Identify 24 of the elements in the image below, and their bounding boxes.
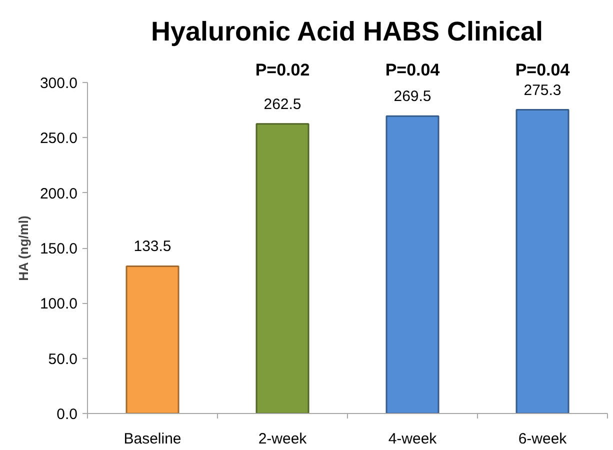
y-tick-label: 50.0	[48, 350, 78, 368]
data-label: 133.5	[134, 238, 172, 256]
y-tick-label: 150.0	[40, 240, 78, 258]
y-axis-title: HA (ng/ml)	[16, 216, 31, 281]
y-tick-label: 200.0	[40, 185, 78, 202]
data-label: 269.5	[394, 88, 432, 106]
bar	[516, 109, 570, 414]
data-label: 262.5	[264, 96, 302, 113]
bar	[126, 265, 180, 414]
x-tick-label: 6-week	[518, 430, 568, 448]
x-tick-label: 4-week	[388, 430, 438, 448]
text: P=0.02	[255, 60, 310, 80]
x-tick-label: Baseline	[124, 430, 182, 448]
text: P=0.04	[385, 60, 440, 80]
x-tick-label: 2-week	[258, 430, 308, 448]
y-tick-label: 0.0	[56, 406, 78, 423]
y-tick-label: 300.0	[40, 75, 78, 92]
y-tick-label: 250.0	[40, 130, 78, 148]
bar	[386, 115, 440, 414]
text: P=0.04	[515, 60, 570, 80]
chart-title: Hyaluronic Acid HABS Clinical	[150, 16, 544, 46]
y-tick-label: 100.0	[40, 296, 78, 313]
bar	[256, 123, 310, 414]
data-label: 275.3	[524, 82, 562, 99]
